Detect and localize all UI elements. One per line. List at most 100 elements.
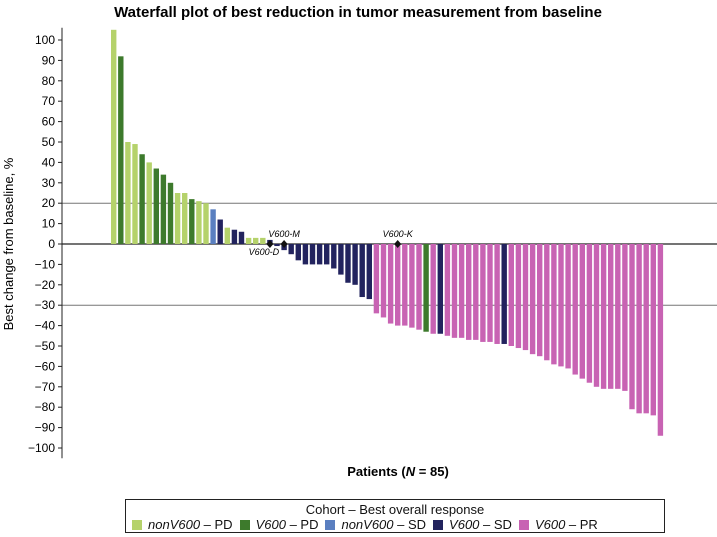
legend-response: – SD [479, 517, 512, 532]
bar-60 [529, 244, 536, 355]
bar-12 [189, 199, 195, 244]
bar-2 [118, 56, 124, 244]
bar-3 [125, 142, 131, 244]
bar-55 [494, 244, 500, 344]
x-axis-label-text: Patients [347, 464, 398, 479]
bar-26 [288, 244, 294, 255]
bar-6 [146, 162, 152, 244]
bar-35 [352, 244, 358, 285]
legend-response: – PD [200, 517, 233, 532]
y-tick-label: −20 [35, 278, 56, 292]
bar-53 [480, 244, 486, 342]
y-tick-label: 60 [42, 115, 56, 129]
y-tick-label: 40 [42, 155, 56, 169]
bar-63 [551, 244, 557, 365]
bar-78 [657, 244, 664, 436]
legend-item-nonv600-pd: nonV600 – PD [132, 517, 233, 532]
legend-items: nonV600 – PD V600 – PD nonV600 – SD V600 – … [132, 517, 605, 532]
annotation-label-v600-d: V600-D [249, 247, 280, 257]
y-tick-label: −40 [35, 319, 56, 333]
bar-8 [160, 174, 167, 244]
bar-34 [345, 244, 351, 283]
bars [111, 29, 664, 436]
bar-7 [153, 168, 159, 244]
bar-15 [210, 209, 216, 244]
legend-cohort: nonV600 [341, 517, 394, 532]
legend-swatch [325, 520, 336, 530]
legend-item-v600-sd: V600 – SD [433, 517, 512, 532]
y-tick-label: −70 [35, 380, 56, 394]
bar-9 [167, 182, 174, 244]
bar-65 [565, 244, 571, 369]
bar-69 [593, 244, 600, 387]
y-tick-label: −100 [28, 441, 55, 455]
bar-44 [416, 244, 422, 330]
bar-13 [196, 201, 202, 244]
bar-68 [586, 244, 593, 383]
legend-response: – PR [565, 517, 598, 532]
legend-swatch [239, 520, 250, 530]
bar-33 [338, 244, 344, 275]
legend-cohort: nonV600 [148, 517, 201, 532]
legend-cohort: V600 [449, 517, 480, 532]
bar-66 [572, 244, 578, 375]
y-tick-label: −50 [35, 339, 56, 353]
y-tick-label: −10 [35, 257, 56, 271]
bar-75 [636, 244, 642, 414]
bar-36 [359, 244, 365, 298]
bar-10 [174, 193, 181, 244]
bar-77 [650, 244, 656, 416]
annotation-marker-v600-d [266, 240, 274, 248]
bar-30 [316, 244, 323, 265]
bar-38 [373, 244, 380, 314]
legend-item-v600-pr: V600 – PR [518, 517, 598, 532]
x-axis-label-n: N [406, 464, 416, 479]
legend-swatch [518, 520, 529, 530]
bar-45 [423, 244, 429, 332]
bar-64 [558, 244, 564, 367]
bar-19 [238, 231, 245, 244]
bar-73 [622, 244, 628, 391]
y-tick-label: −30 [35, 298, 56, 312]
bar-14 [203, 203, 209, 244]
legend-response: – PD [285, 517, 319, 532]
bar-42 [402, 244, 408, 326]
bar-58 [515, 244, 522, 349]
bar-43 [409, 244, 415, 328]
legend-item-v600-pd: V600 – PD [239, 517, 319, 532]
bar-28 [302, 244, 309, 265]
y-tick-label: 80 [42, 74, 56, 88]
bar-24 [274, 244, 280, 247]
x-axis-label-count: = 85 [419, 464, 445, 479]
bar-41 [395, 244, 401, 326]
bar-47 [437, 244, 443, 334]
legend: Cohort – Best overall response nonV600 –… [125, 499, 665, 533]
y-axis: 1009080706050403020100−10−20−30−40−50−60… [28, 27, 63, 459]
bar-56 [501, 244, 507, 344]
bar-27 [295, 244, 301, 261]
bar-51 [466, 244, 472, 340]
bar-48 [444, 244, 451, 336]
legend-cohort: V600 [534, 517, 566, 532]
annotations: V600-D V600-M V600-K [249, 229, 414, 257]
bar-22 [260, 237, 266, 244]
y-tick-label: −90 [35, 421, 56, 435]
bar-70 [600, 244, 607, 389]
annotation-marker-v600-k [394, 240, 402, 248]
annotation-label-v600-k: V600-K [383, 229, 414, 239]
bar-74 [629, 244, 635, 410]
bar-17 [224, 227, 230, 244]
bar-39 [380, 244, 387, 318]
bar-32 [331, 244, 337, 269]
legend-swatch [433, 520, 444, 530]
bar-4 [132, 144, 138, 244]
legend-response: – SD [393, 517, 427, 532]
bar-5 [139, 154, 145, 244]
y-tick-label: 0 [48, 237, 55, 251]
bar-67 [579, 244, 585, 379]
bar-71 [608, 244, 614, 389]
bar-11 [182, 193, 188, 244]
bar-76 [643, 244, 649, 414]
y-tick-label: 10 [42, 217, 56, 231]
